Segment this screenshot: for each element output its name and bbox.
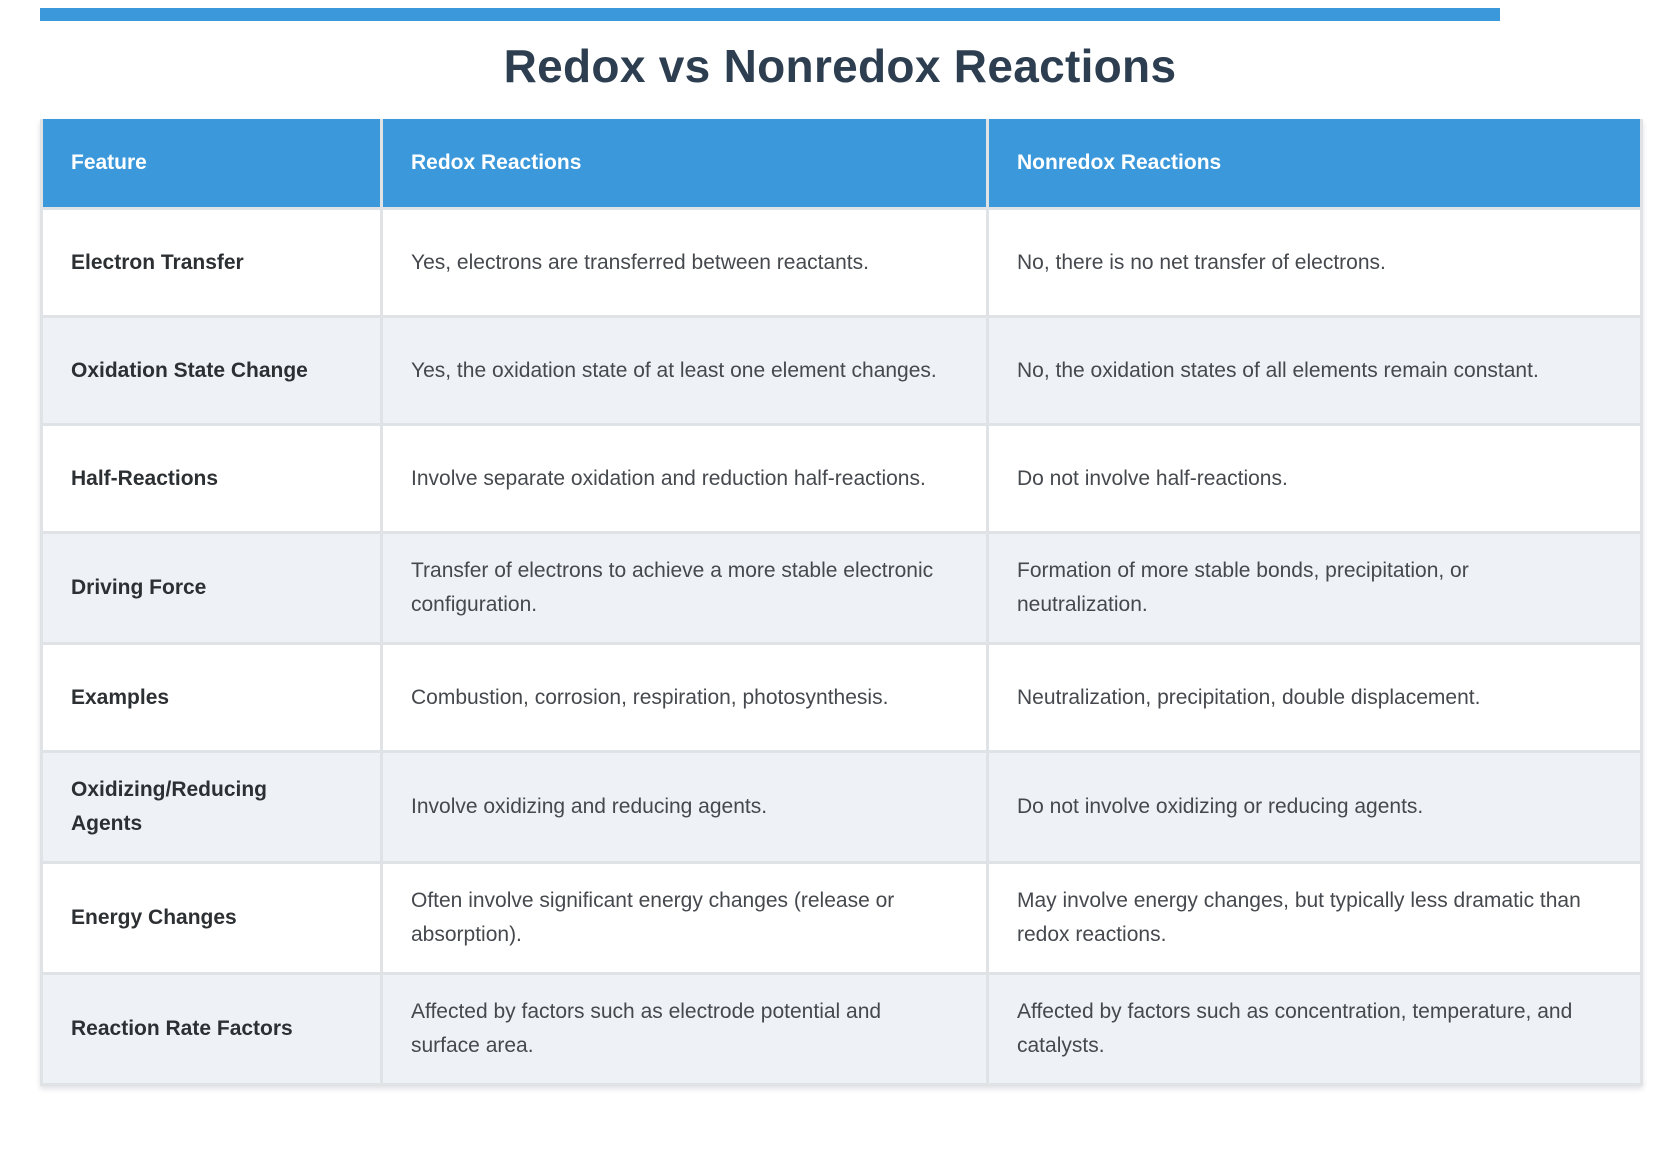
- page: Redox vs Nonredox Reactions Feature Redo…: [0, 8, 1680, 1086]
- redox-cell: Involve oxidizing and reducing agents.: [381, 751, 989, 864]
- redox-cell: Yes, electrons are transferred between r…: [381, 208, 989, 318]
- table-row: Half-Reactions Involve separate oxidatio…: [41, 424, 1642, 534]
- feature-cell: Examples: [41, 643, 383, 753]
- redox-cell: Often involve significant energy changes…: [381, 862, 989, 975]
- table-row: Oxidation State Change Yes, the oxidatio…: [41, 316, 1642, 426]
- nonredox-cell: Formation of more stable bonds, precipit…: [987, 532, 1642, 645]
- nonredox-cell: Do not involve half-reactions.: [987, 424, 1642, 534]
- feature-cell: Energy Changes: [41, 862, 383, 975]
- table-row: Energy Changes Often involve significant…: [41, 862, 1642, 975]
- page-title: Redox vs Nonredox Reactions: [503, 40, 1177, 92]
- redox-cell: Yes, the oxidation state of at least one…: [381, 316, 989, 426]
- column-header-nonredox: Nonredox Reactions: [987, 119, 1642, 210]
- feature-cell: Oxidation State Change: [41, 316, 383, 426]
- table-row: Reaction Rate Factors Affected by factor…: [41, 973, 1642, 1086]
- redox-cell: Transfer of electrons to achieve a more …: [381, 532, 989, 645]
- column-header-feature: Feature: [41, 119, 383, 210]
- comparison-table: Feature Redox Reactions Nonredox Reactio…: [40, 119, 1643, 1086]
- feature-cell: Electron Transfer: [41, 208, 383, 318]
- nonredox-cell: Affected by factors such as concentratio…: [987, 973, 1642, 1086]
- feature-cell: Driving Force: [41, 532, 383, 645]
- nonredox-cell: Do not involve oxidizing or reducing age…: [987, 751, 1642, 864]
- feature-cell: Reaction Rate Factors: [41, 973, 383, 1086]
- feature-cell: Oxidizing/Reducing Agents: [41, 751, 383, 864]
- nonredox-cell: No, there is no net transfer of electron…: [987, 208, 1642, 318]
- table-row: Electron Transfer Yes, electrons are tra…: [41, 208, 1642, 318]
- redox-cell: Affected by factors such as electrode po…: [381, 973, 989, 1086]
- table-row: Examples Combustion, corrosion, respirat…: [41, 643, 1642, 753]
- header-row: Feature Redox Reactions Nonredox Reactio…: [41, 119, 1642, 210]
- nonredox-cell: No, the oxidation states of all elements…: [987, 316, 1642, 426]
- top-accent-bar: [40, 8, 1500, 21]
- feature-cell: Half-Reactions: [41, 424, 383, 534]
- table-row: Driving Force Transfer of electrons to a…: [41, 532, 1642, 645]
- table-row: Oxidizing/Reducing Agents Involve oxidiz…: [41, 751, 1642, 864]
- redox-cell: Combustion, corrosion, respiration, phot…: [381, 643, 989, 753]
- redox-cell: Involve separate oxidation and reduction…: [381, 424, 989, 534]
- nonredox-cell: Neutralization, precipitation, double di…: [987, 643, 1642, 753]
- nonredox-cell: May involve energy changes, but typicall…: [987, 862, 1642, 975]
- column-header-redox: Redox Reactions: [381, 119, 989, 210]
